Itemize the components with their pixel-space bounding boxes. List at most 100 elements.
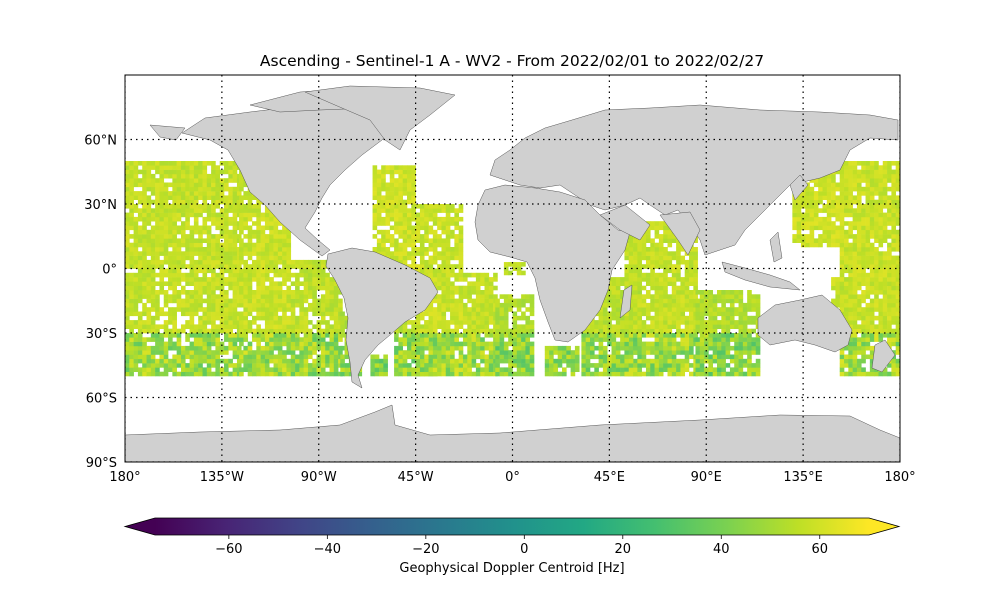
- data-cell: [521, 302, 526, 308]
- data-cell: [878, 324, 884, 329]
- data-cell: [445, 341, 451, 347]
- data-cell: [142, 345, 147, 351]
- data-cell: [299, 367, 304, 372]
- data-cell: [861, 242, 866, 248]
- data-cell: [260, 315, 266, 321]
- data-cell: [637, 320, 642, 325]
- data-cell: [628, 242, 634, 248]
- data-cell: [717, 337, 722, 342]
- data-cell: [407, 199, 412, 205]
- data-cell: [277, 247, 283, 252]
- data-cell: [320, 281, 326, 286]
- data-cell: [277, 281, 283, 286]
- data-cell: [680, 277, 686, 282]
- data-cell: [163, 268, 169, 274]
- data-cell: [633, 315, 638, 321]
- data-cell: [712, 311, 718, 317]
- data-cell: [796, 216, 802, 222]
- data-cell: [176, 298, 182, 304]
- data-cell: [747, 350, 752, 355]
- data-cell: [163, 345, 169, 351]
- data-cell: [243, 212, 249, 218]
- data-cell: [407, 264, 412, 269]
- data-cell: [419, 350, 425, 355]
- data-cell: [329, 363, 335, 368]
- data-cell: [874, 324, 879, 329]
- data-cell: [861, 294, 866, 299]
- data-cell: [495, 298, 500, 304]
- data-cell: [224, 238, 229, 243]
- data-cell: [125, 358, 130, 364]
- data-cell: [189, 182, 195, 188]
- data-cell: [861, 247, 866, 252]
- data-cell: [146, 247, 152, 252]
- data-cell: [645, 333, 651, 338]
- data-cell: [432, 307, 438, 312]
- data-cell: [462, 285, 468, 291]
- data-cell: [874, 285, 879, 291]
- data-cell: [256, 247, 261, 252]
- data-cell: [189, 350, 195, 355]
- data-cell: [155, 290, 160, 295]
- data-cell: [211, 294, 216, 299]
- data-cell: [264, 294, 270, 299]
- data-cell: [557, 350, 563, 355]
- data-cell: [172, 161, 177, 166]
- data-cell: [516, 337, 522, 342]
- data-cell: [398, 225, 404, 231]
- data-cell: [385, 182, 391, 188]
- data-cell: [878, 212, 884, 218]
- data-cell: [239, 320, 244, 325]
- data-cell: [219, 320, 225, 325]
- data-cell: [445, 247, 451, 252]
- data-cell: [155, 242, 160, 248]
- data-cell: [168, 363, 173, 368]
- data-cell: [645, 341, 651, 347]
- data-cell: [667, 358, 673, 364]
- data-cell: [663, 221, 668, 226]
- data-cell: [252, 247, 257, 252]
- data-cell: [264, 251, 270, 256]
- data-cell: [725, 350, 731, 355]
- data-cell: [150, 182, 156, 188]
- data-cell: [193, 242, 199, 248]
- data-cell: [273, 247, 279, 252]
- data-cell: [480, 350, 485, 355]
- data-cell: [273, 311, 279, 317]
- data-cell: [415, 320, 421, 325]
- data-cell: [856, 186, 862, 192]
- data-cell: [650, 277, 655, 282]
- data-cell: [805, 204, 810, 209]
- data-cell: [142, 341, 147, 347]
- data-cell: [239, 255, 244, 261]
- data-cell: [202, 216, 208, 222]
- data-cell: [142, 350, 147, 355]
- data-cell: [277, 234, 283, 239]
- data-cell: [454, 333, 459, 338]
- data-cell: [633, 367, 638, 372]
- data-cell: [445, 229, 451, 235]
- data-cell: [329, 328, 335, 334]
- data-cell: [654, 341, 660, 347]
- data-cell: [419, 234, 425, 239]
- data-cell: [329, 298, 335, 304]
- data-cell: [562, 345, 567, 351]
- data-cell: [236, 191, 242, 196]
- data-cell: [856, 195, 862, 200]
- data-cell: [219, 290, 225, 295]
- data-cell: [450, 350, 455, 355]
- data-cell: [607, 294, 612, 299]
- data-cell: [852, 255, 858, 261]
- data-cell: [224, 234, 229, 239]
- data-cell: [202, 277, 208, 282]
- data-cell: [839, 255, 845, 261]
- data-cell: [286, 302, 292, 308]
- data-cell: [839, 225, 845, 231]
- data-cell: [467, 363, 472, 368]
- data-cell: [620, 328, 625, 334]
- data-cell: [125, 178, 130, 183]
- data-cell: [484, 302, 490, 308]
- data-cell: [680, 302, 686, 308]
- data-cell: [645, 234, 651, 239]
- data-cell: [159, 225, 165, 231]
